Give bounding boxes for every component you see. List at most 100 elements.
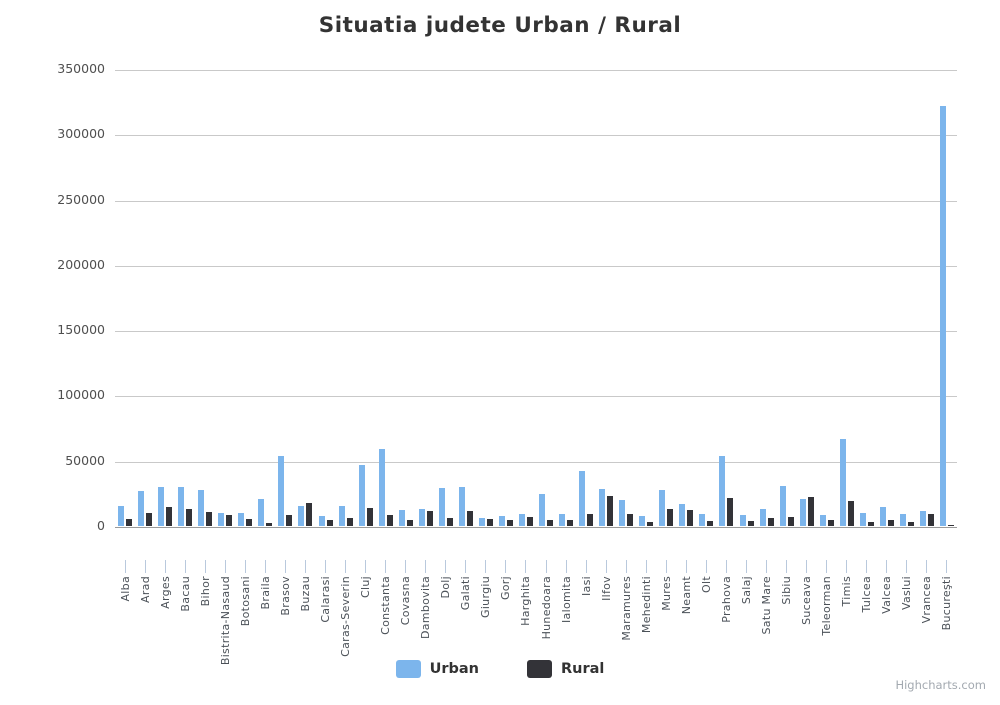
bar-urban-caras-severin[interactable] bbox=[338, 506, 345, 526]
bar-rural-valcea[interactable] bbox=[887, 520, 894, 526]
bar-urban-buzau[interactable] bbox=[298, 506, 305, 526]
bar-rural-bucureşti[interactable] bbox=[947, 525, 954, 526]
x-axis-tick-label: Buzau bbox=[298, 576, 312, 612]
bar-urban-cluj[interactable] bbox=[358, 465, 365, 526]
bar-rural-braila[interactable] bbox=[266, 523, 273, 526]
bar-rural-prahova[interactable] bbox=[727, 498, 734, 526]
bar-rural-mures[interactable] bbox=[667, 509, 674, 526]
x-axis-tick bbox=[545, 560, 547, 573]
bar-rural-constanta[interactable] bbox=[386, 515, 393, 526]
bar-rural-alba[interactable] bbox=[126, 519, 133, 526]
bar-urban-suceava[interactable] bbox=[799, 499, 806, 526]
bar-urban-ilfov[interactable] bbox=[599, 489, 606, 526]
legend-item-urban[interactable]: Urban bbox=[395, 660, 479, 678]
bar-urban-brasov[interactable] bbox=[278, 456, 285, 526]
bar-rural-hunedoara[interactable] bbox=[547, 520, 554, 526]
x-axis-tick-label: Iasi bbox=[579, 576, 593, 596]
bar-rural-timis[interactable] bbox=[847, 501, 854, 526]
bar-urban-galati[interactable] bbox=[458, 487, 465, 526]
bar-rural-arad[interactable] bbox=[146, 513, 153, 526]
bar-urban-tulcea[interactable] bbox=[859, 513, 866, 526]
bar-rural-harghita[interactable] bbox=[526, 517, 533, 526]
bar-urban-timis[interactable] bbox=[839, 439, 846, 526]
bar-urban-arges[interactable] bbox=[158, 487, 165, 526]
bar-rural-gorj[interactable] bbox=[506, 520, 513, 526]
bar-rural-vaslui[interactable] bbox=[907, 522, 914, 526]
bar-rural-tulcea[interactable] bbox=[867, 522, 874, 526]
x-category-teleorman: Teleorman bbox=[817, 560, 837, 690]
bar-rural-giurgiu[interactable] bbox=[486, 519, 493, 526]
x-axis-tick-label: Brasov bbox=[278, 576, 292, 616]
x-axis-tick bbox=[445, 560, 447, 573]
bar-rural-covasna[interactable] bbox=[406, 520, 413, 526]
bar-rural-suceava[interactable] bbox=[807, 497, 814, 526]
legend-item-rural[interactable]: Rural bbox=[527, 660, 604, 678]
x-category-maramures: Maramures bbox=[616, 560, 636, 690]
bar-rural-cluj[interactable] bbox=[366, 508, 373, 526]
bar-urban-dolj[interactable] bbox=[438, 488, 445, 526]
bar-urban-dambovita[interactable] bbox=[418, 509, 425, 526]
y-gridline bbox=[115, 331, 957, 333]
bar-urban-ialomita[interactable] bbox=[559, 514, 566, 526]
bar-rural-teleorman[interactable] bbox=[827, 520, 834, 526]
bar-rural-botosani[interactable] bbox=[246, 519, 253, 526]
bar-rural-arges[interactable] bbox=[166, 507, 173, 526]
highcharts-credits-link[interactable]: Highcharts.com bbox=[895, 678, 986, 692]
x-axis-tick bbox=[705, 560, 707, 573]
bar-urban-iasi[interactable] bbox=[579, 471, 586, 526]
bar-urban-neamt[interactable] bbox=[679, 504, 686, 526]
bar-rural-buzau[interactable] bbox=[306, 503, 313, 526]
bar-rural-dolj[interactable] bbox=[446, 518, 453, 526]
x-category-mehedinti: Mehedinti bbox=[636, 560, 656, 690]
bar-urban-prahova[interactable] bbox=[719, 456, 726, 526]
bar-urban-alba[interactable] bbox=[118, 506, 125, 526]
bar-rural-neamt[interactable] bbox=[687, 510, 694, 526]
bar-urban-vrancea[interactable] bbox=[919, 511, 926, 526]
bar-urban-valcea[interactable] bbox=[879, 507, 886, 526]
bar-urban-sibiu[interactable] bbox=[779, 486, 786, 526]
bar-urban-gorj[interactable] bbox=[498, 516, 505, 526]
bar-urban-arad[interactable] bbox=[138, 491, 145, 526]
bar-rural-maramures[interactable] bbox=[627, 514, 634, 526]
bar-rural-satu-mare[interactable] bbox=[767, 518, 774, 526]
bar-rural-bistrita-nasaud[interactable] bbox=[226, 515, 233, 526]
bar-urban-vaslui[interactable] bbox=[899, 514, 906, 526]
bar-urban-mehedinti[interactable] bbox=[639, 516, 646, 526]
bar-rural-salaj[interactable] bbox=[747, 521, 754, 526]
bar-rural-iasi[interactable] bbox=[587, 514, 594, 526]
bar-urban-satu-mare[interactable] bbox=[759, 509, 766, 526]
bar-rural-sibiu[interactable] bbox=[787, 517, 794, 526]
bar-urban-covasna[interactable] bbox=[398, 510, 405, 526]
bar-rural-ilfov[interactable] bbox=[607, 496, 614, 526]
bar-urban-calarasi[interactable] bbox=[318, 516, 325, 526]
bar-urban-braila[interactable] bbox=[258, 499, 265, 526]
bar-urban-bihor[interactable] bbox=[198, 490, 205, 526]
bar-urban-salaj[interactable] bbox=[739, 515, 746, 526]
bar-urban-bistrita-nasaud[interactable] bbox=[218, 513, 225, 526]
x-axis-tick-label: Tulcea bbox=[860, 576, 874, 613]
bar-urban-maramures[interactable] bbox=[619, 500, 626, 526]
legend: Urban Rural bbox=[0, 660, 1000, 678]
bar-urban-constanta[interactable] bbox=[378, 449, 385, 526]
bar-rural-mehedinti[interactable] bbox=[647, 522, 654, 526]
bar-urban-bucureşti[interactable] bbox=[939, 106, 946, 526]
bar-urban-botosani[interactable] bbox=[238, 513, 245, 526]
bar-rural-brasov[interactable] bbox=[286, 515, 293, 526]
bar-urban-olt[interactable] bbox=[699, 514, 706, 526]
bar-rural-bihor[interactable] bbox=[206, 512, 213, 526]
bar-urban-hunedoara[interactable] bbox=[539, 494, 546, 526]
bar-rural-dambovita[interactable] bbox=[426, 511, 433, 526]
bar-urban-harghita[interactable] bbox=[518, 514, 525, 526]
bar-rural-galati[interactable] bbox=[466, 511, 473, 526]
bar-rural-vrancea[interactable] bbox=[927, 514, 934, 526]
bar-rural-ialomita[interactable] bbox=[567, 520, 574, 526]
bar-urban-giurgiu[interactable] bbox=[478, 518, 485, 526]
bar-rural-bacau[interactable] bbox=[186, 509, 193, 526]
bar-urban-teleorman[interactable] bbox=[819, 515, 826, 526]
bar-urban-mures[interactable] bbox=[659, 490, 666, 526]
bar-rural-olt[interactable] bbox=[707, 521, 714, 526]
bar-urban-bacau[interactable] bbox=[178, 487, 185, 526]
bar-rural-calarasi[interactable] bbox=[326, 520, 333, 526]
x-axis-tick-label: Vrancea bbox=[920, 576, 934, 624]
bar-rural-caras-severin[interactable] bbox=[346, 518, 353, 526]
